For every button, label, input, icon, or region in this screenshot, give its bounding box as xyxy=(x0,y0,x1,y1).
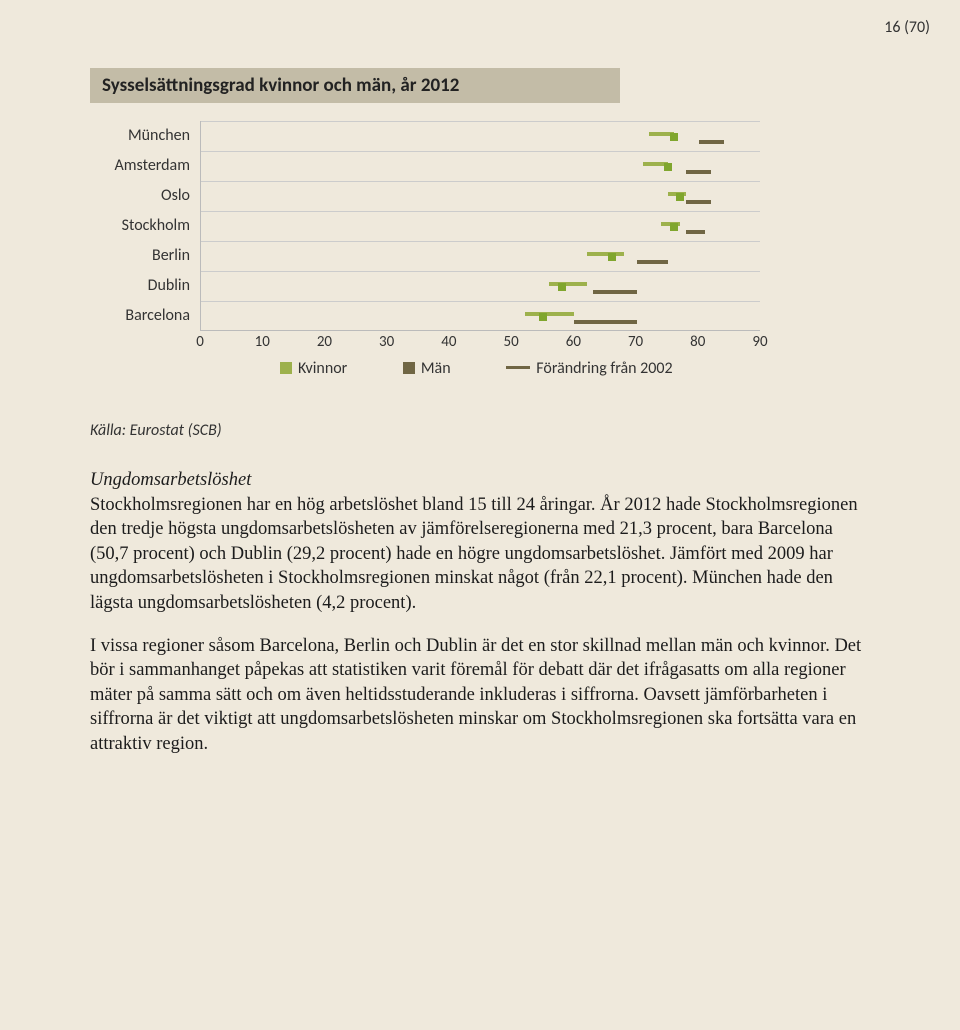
employment-chart: MünchenAmsterdamOsloStockholmBerlinDubli… xyxy=(90,121,850,381)
paragraph-2: I vissa regioner såsom Barcelona, Berlin… xyxy=(90,634,870,757)
y-axis-label: Dublin xyxy=(90,271,200,301)
legend-label-man: Män xyxy=(421,359,451,378)
chart-row xyxy=(201,211,760,241)
section-heading: Ungdomsarbetslöshet xyxy=(90,468,870,493)
legend-swatch-man xyxy=(403,362,415,374)
x-axis-label: 50 xyxy=(504,333,519,351)
chart-source: Källa: Eurostat (SCB) xyxy=(90,421,870,440)
x-axis-label: 10 xyxy=(255,333,270,351)
bar-man xyxy=(686,230,705,234)
page-number: 16 (70) xyxy=(884,18,930,37)
y-axis-label: München xyxy=(90,121,200,151)
legend-swatch-kvinnor xyxy=(280,362,292,374)
chart-title: Sysselsättningsgrad kvinnor och män, år … xyxy=(90,68,620,103)
bar-man xyxy=(637,260,668,264)
bar-man xyxy=(593,290,637,294)
x-axis-label: 40 xyxy=(441,333,456,351)
chart-row xyxy=(201,151,760,181)
bar-man xyxy=(574,320,636,324)
x-axis-label: 0 xyxy=(196,333,204,351)
x-axis-label: 20 xyxy=(317,333,332,351)
bar-man xyxy=(686,170,711,174)
chart-row xyxy=(201,301,760,331)
chart-row xyxy=(201,121,760,151)
y-axis-label: Stockholm xyxy=(90,211,200,241)
y-axis-label: Berlin xyxy=(90,241,200,271)
y-axis-label: Amsterdam xyxy=(90,151,200,181)
x-axis-label: 90 xyxy=(752,333,767,351)
bar-kvinnor xyxy=(549,282,586,286)
legend-label-kvinnor: Kvinnor xyxy=(298,359,347,378)
x-axis-label: 80 xyxy=(690,333,705,351)
change-marker xyxy=(670,223,678,231)
y-axis-label: Barcelona xyxy=(90,301,200,331)
change-marker xyxy=(608,253,616,261)
change-marker xyxy=(558,283,566,291)
bar-kvinnor xyxy=(587,252,624,256)
change-marker xyxy=(664,163,672,171)
x-axis-label: 60 xyxy=(566,333,581,351)
change-marker xyxy=(676,193,684,201)
legend-label-change: Förändring från 2002 xyxy=(536,359,672,378)
y-axis-label: Oslo xyxy=(90,181,200,211)
x-axis-label: 70 xyxy=(628,333,643,351)
chart-row xyxy=(201,181,760,211)
paragraph-1: Stockholmsregionen har en hög arbetslösh… xyxy=(90,495,858,613)
bar-man xyxy=(699,140,724,144)
body-text: Ungdomsarbetslöshet Stockholmsregionen h… xyxy=(90,468,870,757)
change-marker xyxy=(539,313,547,321)
legend-line-change xyxy=(506,366,530,369)
bar-kvinnor xyxy=(525,312,575,316)
bar-man xyxy=(686,200,711,204)
change-marker xyxy=(670,133,678,141)
x-axis-label: 30 xyxy=(379,333,394,351)
chart-legend: Kvinnor Män Förändring från 2002 xyxy=(280,359,725,378)
chart-row xyxy=(201,241,760,271)
chart-row xyxy=(201,271,760,301)
